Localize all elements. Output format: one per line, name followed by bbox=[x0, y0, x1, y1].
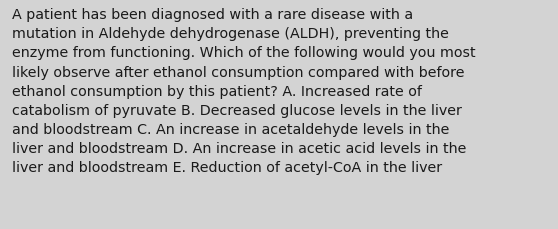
Text: A patient has been diagnosed with a rare disease with a
mutation in Aldehyde deh: A patient has been diagnosed with a rare… bbox=[12, 8, 476, 175]
